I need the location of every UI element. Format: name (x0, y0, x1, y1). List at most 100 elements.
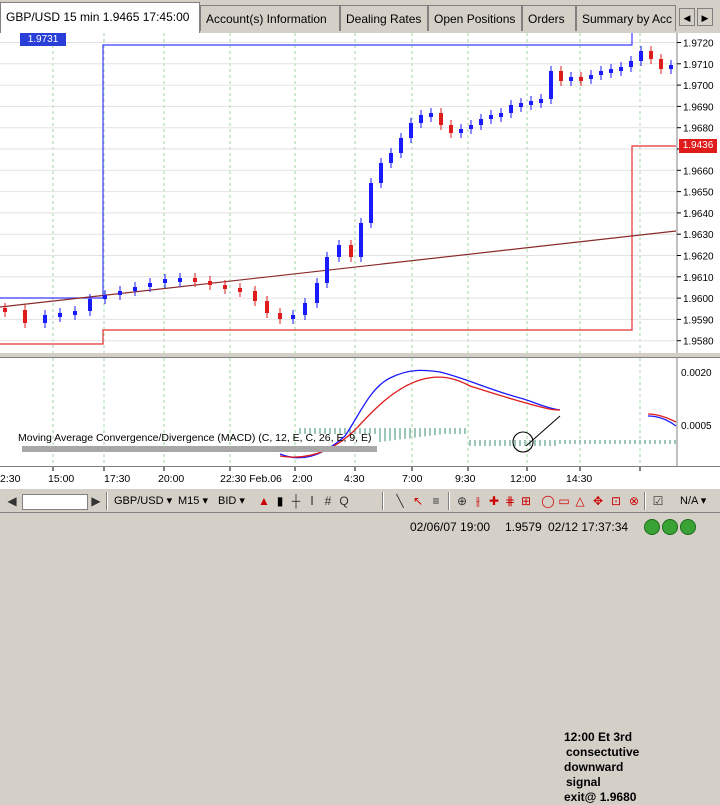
candle-body (223, 285, 227, 289)
price-chart[interactable]: 1.97201.97101.97001.96901.96801.96701.96… (0, 33, 720, 353)
tab-dealing-rates[interactable]: Dealing Rates (340, 5, 428, 31)
candle-body (499, 113, 503, 117)
current-price-badge: 1.9436 (679, 139, 717, 153)
price-axis-label: 1.9680 (683, 124, 714, 135)
candle-body (163, 279, 167, 283)
price-axis-label: 1.9660 (683, 166, 714, 177)
fibonacci-icon[interactable]: ≡ (432, 494, 440, 508)
price-axis-label: 1.9650 (683, 188, 714, 199)
time-axis-label: 2:30 (0, 473, 21, 485)
bar-chart-icon[interactable]: ▮ (276, 494, 284, 508)
signal-line-tail (647, 413, 677, 423)
candle-body (419, 115, 423, 123)
candle-body (73, 311, 77, 315)
time-axis-label: 20:00 (158, 473, 184, 485)
candle-body (649, 51, 653, 59)
na-select[interactable]: N/A ▾ (680, 495, 707, 507)
symbol-select[interactable]: GBP/USD ▾ (114, 495, 173, 507)
candle-body (43, 315, 47, 323)
candle-body (399, 138, 403, 153)
candle-body (23, 310, 27, 323)
price-type-select[interactable]: BID ▾ (218, 495, 245, 507)
chart-type-icon[interactable]: ▲ (258, 494, 270, 508)
candle-body (409, 123, 413, 138)
candle-body (291, 315, 295, 319)
properties-icon[interactable]: ☑ (652, 494, 664, 508)
tab-label: Dealing Rates (346, 12, 422, 26)
trend-line (0, 230, 677, 308)
zoom-icon[interactable]: Q (339, 494, 349, 508)
price-axis-label: 1.9640 (683, 209, 714, 220)
price-axis-label: 1.9620 (683, 252, 714, 263)
candle-body (118, 291, 122, 295)
time-axis-canvas: 2:30 15:00 17:30 20:00 22:30 Feb.06 2:00 4:30 7… (0, 467, 641, 485)
grid-tool-icon[interactable]: ⋕ (504, 494, 516, 508)
candle-body (379, 163, 383, 183)
price-chart-canvas[interactable]: 1.97201.97101.97001.96901.96801.96701.96… (0, 33, 720, 353)
scroll-right-button[interactable]: ▶ (88, 492, 104, 510)
macd-axis-label: 0.0020 (681, 368, 712, 379)
line-tool-icon[interactable]: ╲ (396, 494, 404, 508)
candle-body (359, 223, 363, 257)
price-axis-label: 1.9630 (683, 230, 714, 241)
arrow-right-icon: ▶ (701, 13, 709, 23)
crosshair-icon[interactable]: ┼ (291, 494, 301, 508)
rectangle-tool-icon[interactable]: ▭ (558, 494, 570, 508)
tab-account-information[interactable]: Account(s) Information (200, 5, 340, 31)
candle-body (265, 301, 269, 313)
toolbar-separator (106, 492, 108, 510)
scroll-left-button[interactable]: ◀ (4, 492, 20, 510)
price-axis-label: 1.9600 (683, 294, 714, 305)
time-axis-label: 4:30 (344, 473, 365, 485)
time-axis-label: 2:00 (292, 473, 313, 485)
tab-open-positions[interactable]: Open Positions (428, 5, 522, 31)
candle-body (208, 281, 212, 285)
tab-summary-by-account[interactable]: Summary by Acc (576, 5, 676, 31)
time-axis-label: 17:30 (104, 473, 130, 485)
price-axis-label: 1.9690 (683, 102, 714, 113)
candle-body (449, 125, 453, 133)
price-axis-label: 1.9710 (683, 60, 714, 71)
chart-scrollbar[interactable] (22, 494, 88, 510)
candle-body (439, 113, 443, 125)
tab-scroll-left-button[interactable]: ◀ (679, 8, 695, 26)
macd-indicator-label: Moving Average Convergence/Divergence (M… (18, 432, 372, 444)
candle-body (479, 119, 483, 125)
candle-body (429, 113, 433, 117)
current-price-label: 1.9436 (682, 140, 714, 151)
time-axis-label: 22:30 Feb.06 (220, 473, 282, 485)
cycle-tool-icon[interactable]: ⊞ (520, 494, 532, 508)
arrow-right-icon: ▶ (91, 494, 101, 508)
tab-scroll-right-button[interactable]: ▶ (697, 8, 713, 26)
candle-body (369, 183, 373, 223)
tab-label: Open Positions (434, 12, 516, 26)
annotation-line: 12:00 Et 3rd (564, 730, 633, 744)
tab-gbpusd-chart[interactable]: GBP/USD 15 min 1.9465 17:45:00 (0, 2, 200, 33)
candle-body (539, 99, 543, 103)
ellipse-tool-icon[interactable]: ◯ (541, 494, 555, 508)
pitchfork-tool-icon[interactable]: ✥ (592, 494, 604, 508)
candle-body (238, 288, 242, 292)
exit-marker-circle (512, 431, 534, 453)
timeframe-select[interactable]: M15 ▾ (178, 495, 208, 507)
triangle-tool-icon[interactable]: △ (575, 494, 585, 508)
arrow-tool-icon[interactable]: ↖ (412, 494, 424, 508)
delete-tool-icon[interactable]: ⊗ (628, 494, 640, 508)
candle-body (3, 308, 7, 312)
candle-body (519, 103, 523, 107)
candle-body (253, 291, 257, 301)
indicator-icon[interactable]: Ⅰ (310, 494, 314, 508)
macd-panel[interactable]: 0.0020 0.0005 12:00 Et 3rd consectutive … (0, 357, 720, 804)
grid-icon[interactable]: # (324, 494, 332, 508)
server-time: 02/12 17:37:34 (548, 520, 629, 534)
candle-body (349, 245, 353, 257)
tab-label: Account(s) Information (206, 12, 327, 26)
candle-body (659, 59, 663, 69)
magnifier-icon[interactable]: ⊕ (456, 494, 468, 508)
channel-tool-icon[interactable]: ⫲ (476, 494, 480, 508)
text-tool-icon[interactable]: ⊡ (610, 494, 622, 508)
tab-orders[interactable]: Orders (522, 5, 576, 31)
macd-canvas[interactable]: 0.0020 0.0005 (0, 358, 720, 466)
arrow-left-icon: ◀ (7, 494, 17, 508)
cross-tool-icon[interactable]: ✚ (488, 494, 500, 508)
